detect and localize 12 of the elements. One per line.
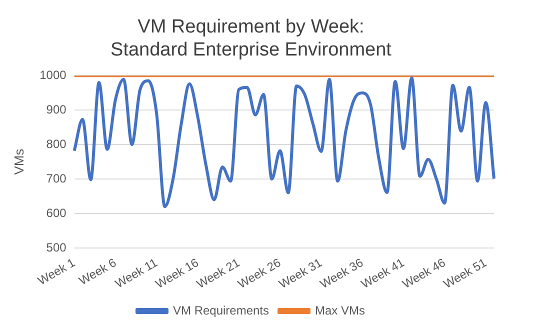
line-series: [72, 76, 496, 208]
x-tick-label: Week 1: [35, 255, 78, 288]
y-axis-title: VMs: [11, 148, 26, 175]
y-tick-label: 600: [46, 206, 67, 220]
y-tick-label: 800: [46, 136, 67, 151]
chart-title: VM Requirement by Week: Standard Enterprise Environment: [110, 16, 392, 60]
legend-label: Max VMs: [315, 303, 366, 318]
y-tick-label: 700: [46, 171, 67, 186]
y-tick-label: 500: [46, 240, 67, 254]
legend-label: VM Requirements: [172, 303, 270, 318]
y-tick-label: 1000: [40, 68, 67, 82]
y-tick-label: 900: [46, 102, 67, 116]
